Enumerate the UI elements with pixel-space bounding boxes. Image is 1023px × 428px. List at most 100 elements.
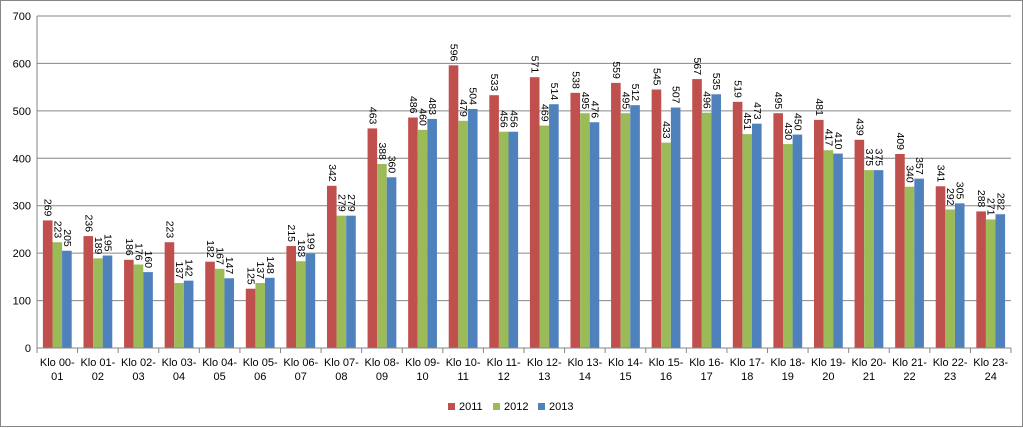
y-tick-label: 500 — [13, 106, 31, 118]
x-tick-label: 04 — [173, 371, 185, 383]
x-tick-label: 07 — [295, 371, 307, 383]
bar-2013 — [670, 107, 681, 348]
bar-2012 — [823, 150, 834, 348]
data-label: 282 — [994, 193, 1006, 211]
x-tick-label: Klo 23- — [973, 357, 1008, 369]
data-label: 451 — [741, 113, 753, 131]
bar-2013 — [873, 170, 884, 348]
bar-2013 — [183, 280, 194, 348]
data-label: 160 — [142, 251, 154, 269]
data-label: 223 — [51, 221, 63, 239]
x-tick-label: Klo 18- — [770, 357, 805, 369]
bar-2013 — [954, 203, 965, 348]
x-tick-label: 24 — [985, 371, 997, 383]
data-label: 305 — [954, 182, 966, 200]
data-label: 147 — [223, 257, 235, 275]
data-label: 215 — [285, 224, 297, 242]
bar-2012 — [701, 112, 712, 348]
data-label: 495 — [772, 92, 784, 110]
x-tick-label: 03 — [132, 371, 144, 383]
data-label: 357 — [913, 157, 925, 175]
x-tick-label: Klo 22- — [933, 357, 968, 369]
bar-2012 — [255, 283, 266, 348]
data-label: 375 — [863, 149, 875, 167]
x-tick-label: 14 — [579, 371, 591, 383]
y-tick-label: 400 — [13, 153, 31, 165]
bar-2012 — [904, 186, 915, 348]
x-tick-label: Klo 08- — [365, 357, 400, 369]
x-tick-label: Klo 02- — [121, 357, 156, 369]
x-tick-label: Klo 00- — [40, 357, 75, 369]
bar-2011 — [205, 261, 215, 348]
legend-label: 2011 — [459, 401, 483, 413]
bar-2011 — [408, 117, 418, 348]
bar-2012 — [945, 209, 955, 348]
x-tick-label: Klo 14- — [608, 357, 643, 369]
x-tick-label: 12 — [498, 371, 510, 383]
data-label: 223 — [163, 221, 175, 239]
bar-2013 — [346, 215, 356, 348]
bar-2013 — [224, 278, 235, 348]
bar-2011 — [895, 154, 905, 348]
y-tick-label: 600 — [13, 58, 31, 70]
x-tick-label: 09 — [376, 371, 388, 383]
legend-swatch-2013 — [538, 403, 545, 410]
data-label: 519 — [732, 80, 744, 98]
x-tick-label: 22 — [903, 371, 915, 383]
x-tick-label: Klo 16- — [689, 357, 724, 369]
bar-2011 — [245, 288, 256, 348]
data-label: 512 — [629, 84, 641, 102]
bar-2012 — [539, 125, 550, 348]
data-label: 340 — [904, 165, 916, 183]
bar-2013 — [549, 104, 559, 349]
data-label: 504 — [467, 87, 479, 105]
x-tick-label: Klo 10- — [446, 357, 481, 369]
x-tick-label: Klo 19- — [811, 357, 846, 369]
bar-2013 — [914, 178, 924, 348]
data-label: 410 — [832, 132, 844, 150]
bar-2011 — [164, 242, 175, 348]
data-label: 473 — [751, 102, 763, 120]
x-tick-label: 06 — [254, 371, 266, 383]
bar-2012 — [377, 163, 387, 348]
data-label: 409 — [894, 132, 906, 150]
bar-2011 — [448, 65, 459, 348]
x-tick-label: Klo 06- — [283, 357, 318, 369]
data-label: 375 — [873, 149, 885, 167]
data-label: 182 — [204, 240, 216, 258]
data-label: 495 — [619, 92, 631, 110]
x-tick-label: Klo 20- — [852, 357, 887, 369]
bar-2012 — [133, 264, 144, 348]
data-label: 559 — [610, 61, 622, 79]
data-label: 417 — [822, 129, 834, 147]
data-label: 142 — [183, 259, 195, 277]
data-label: 205 — [61, 229, 73, 247]
bar-2012 — [498, 131, 509, 348]
data-label: 288 — [975, 190, 987, 208]
bar-2013 — [711, 94, 722, 348]
data-label: 125 — [245, 267, 257, 285]
bar-2012 — [174, 283, 184, 348]
x-tick-label: Klo 04- — [202, 357, 237, 369]
bar-2011 — [732, 101, 743, 349]
legend: 2011 2012 2013 — [448, 401, 573, 413]
bar-2013 — [62, 250, 72, 348]
x-tick-label: 19 — [782, 371, 794, 383]
bar-2013 — [833, 153, 843, 348]
data-label: 469 — [538, 104, 550, 122]
data-label: 189 — [92, 237, 104, 255]
legend-swatch-2011 — [448, 403, 455, 410]
data-label: 430 — [782, 123, 794, 141]
data-label: 148 — [264, 256, 276, 274]
data-label: 495 — [579, 92, 591, 110]
y-axis: 0 100 200 300 400 500 600 700 — [13, 11, 38, 355]
bar-2011 — [773, 113, 783, 348]
x-tick-label: Klo 21- — [892, 357, 927, 369]
data-label: 292 — [944, 188, 956, 206]
data-label: 186 — [123, 238, 135, 256]
x-tick-label: 05 — [214, 371, 226, 383]
x-tick-label: Klo 15- — [649, 357, 684, 369]
data-label: 279 — [345, 194, 357, 212]
